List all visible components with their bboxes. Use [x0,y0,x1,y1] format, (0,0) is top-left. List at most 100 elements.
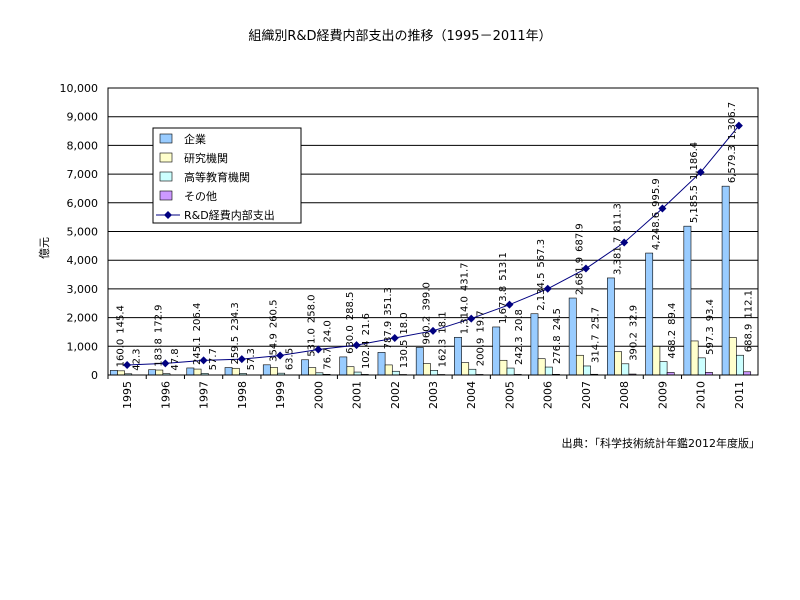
x-tick-label: 2011 [733,381,746,409]
bar-2 [391,370,400,376]
data-label: 112.1 [743,290,754,319]
bar-0 [530,313,539,376]
bar-0 [301,359,309,376]
bar-1 [614,351,622,376]
data-label: 24.5 [552,308,563,330]
bar-2 [544,366,553,376]
y-tick-label: 2,000 [67,312,99,325]
data-label: 6,579.3 [727,145,738,183]
bar-1 [155,369,164,376]
data-label: 2,681.9 [574,257,585,295]
bar-0 [454,336,462,376]
total-marker [390,334,399,343]
total-marker [581,264,590,273]
total-marker [123,361,132,370]
data-label: 130.5 [399,340,410,369]
data-label: 1,186.4 [689,142,700,180]
data-label: 597.3 [705,326,716,355]
bar-0 [186,367,195,376]
bar-1 [537,358,546,376]
legend-label: その他 [184,190,217,203]
data-label: 63.5 [284,348,295,370]
data-label: 42.3 [132,349,143,371]
data-label: 245.1 [192,336,203,365]
data-label: 93.4 [705,299,716,321]
data-label: 390.2 [629,332,640,361]
data-label: 18.1 [437,311,448,333]
bar-1 [690,340,699,376]
y-tick-label: 6,000 [67,197,99,210]
data-label: 276.8 [552,335,563,364]
data-label: 162.3 [437,339,448,368]
bar-0 [492,326,501,376]
x-tick-label: 2004 [465,381,478,409]
bar-2 [468,368,477,376]
data-label: 431.7 [460,262,471,291]
bar-1 [231,367,240,376]
bar-0 [607,277,615,376]
bar-2 [506,367,515,376]
data-label: 5,185.5 [689,185,700,223]
total-marker [237,355,246,364]
bar-1 [423,363,431,376]
y-tick-label: 0 [91,369,98,382]
bar-0 [109,370,118,376]
bar-0 [148,369,156,376]
x-tick-label: 2005 [503,381,516,409]
bar-0 [377,352,386,376]
data-label: 32.9 [629,305,640,327]
data-label: 242.3 [514,336,525,365]
data-label: 259.5 [230,336,241,365]
data-label: 687.9 [574,223,585,252]
data-label: 102.4 [361,340,372,369]
y-tick-label: 9,000 [67,111,99,124]
data-label: 688.9 [743,324,754,353]
data-label: 513.1 [498,252,509,281]
y-tick-label: 4,000 [67,254,99,267]
data-label: 160.0 [115,339,126,368]
data-label: 351.3 [383,287,394,316]
x-tick-label: 2008 [618,381,631,409]
data-label: 260.5 [268,300,279,329]
bar-1 [117,370,125,376]
y-tick-label: 8,000 [67,139,99,152]
data-label: 258.0 [307,294,318,323]
total-marker [276,351,285,360]
data-label: 531.0 [307,328,318,357]
data-label: 172.9 [154,304,165,333]
data-label: 89.4 [667,303,678,325]
total-marker [314,345,323,354]
data-label: 47.8 [170,348,181,370]
data-label: 25.7 [590,307,601,329]
bar-1 [461,362,470,376]
data-label: 995.9 [651,178,662,207]
data-label: 206.4 [192,303,203,332]
total-marker [696,168,705,177]
bar-2 [697,357,706,376]
data-label: 2,134.5 [536,273,547,311]
x-tick-label: 2007 [580,381,593,409]
x-tick-label: 2001 [351,381,364,409]
bar-0 [683,225,692,376]
data-label: 24.0 [323,320,334,342]
x-tick-label: 2010 [695,381,708,409]
data-label: 1,314.0 [460,296,471,334]
bar-2 [736,354,744,376]
y-tick-label: 7,000 [67,168,99,181]
data-label: 567.3 [536,239,547,268]
bar-0 [721,185,730,376]
y-tick-label: 5,000 [67,226,99,239]
data-label: 3,381.7 [613,237,624,275]
bar-0 [415,347,424,376]
bar-2 [659,361,668,376]
total-marker [543,284,552,293]
data-label: 630.0 [345,325,356,354]
y-axis-label: 億元 [38,237,51,259]
data-label: 960.2 [421,316,432,345]
legend-label: R&D経費内部支出 [184,208,275,222]
bar-1 [384,364,393,376]
bar-1 [728,337,737,376]
data-label: 145.4 [115,305,126,334]
total-marker [734,121,743,130]
